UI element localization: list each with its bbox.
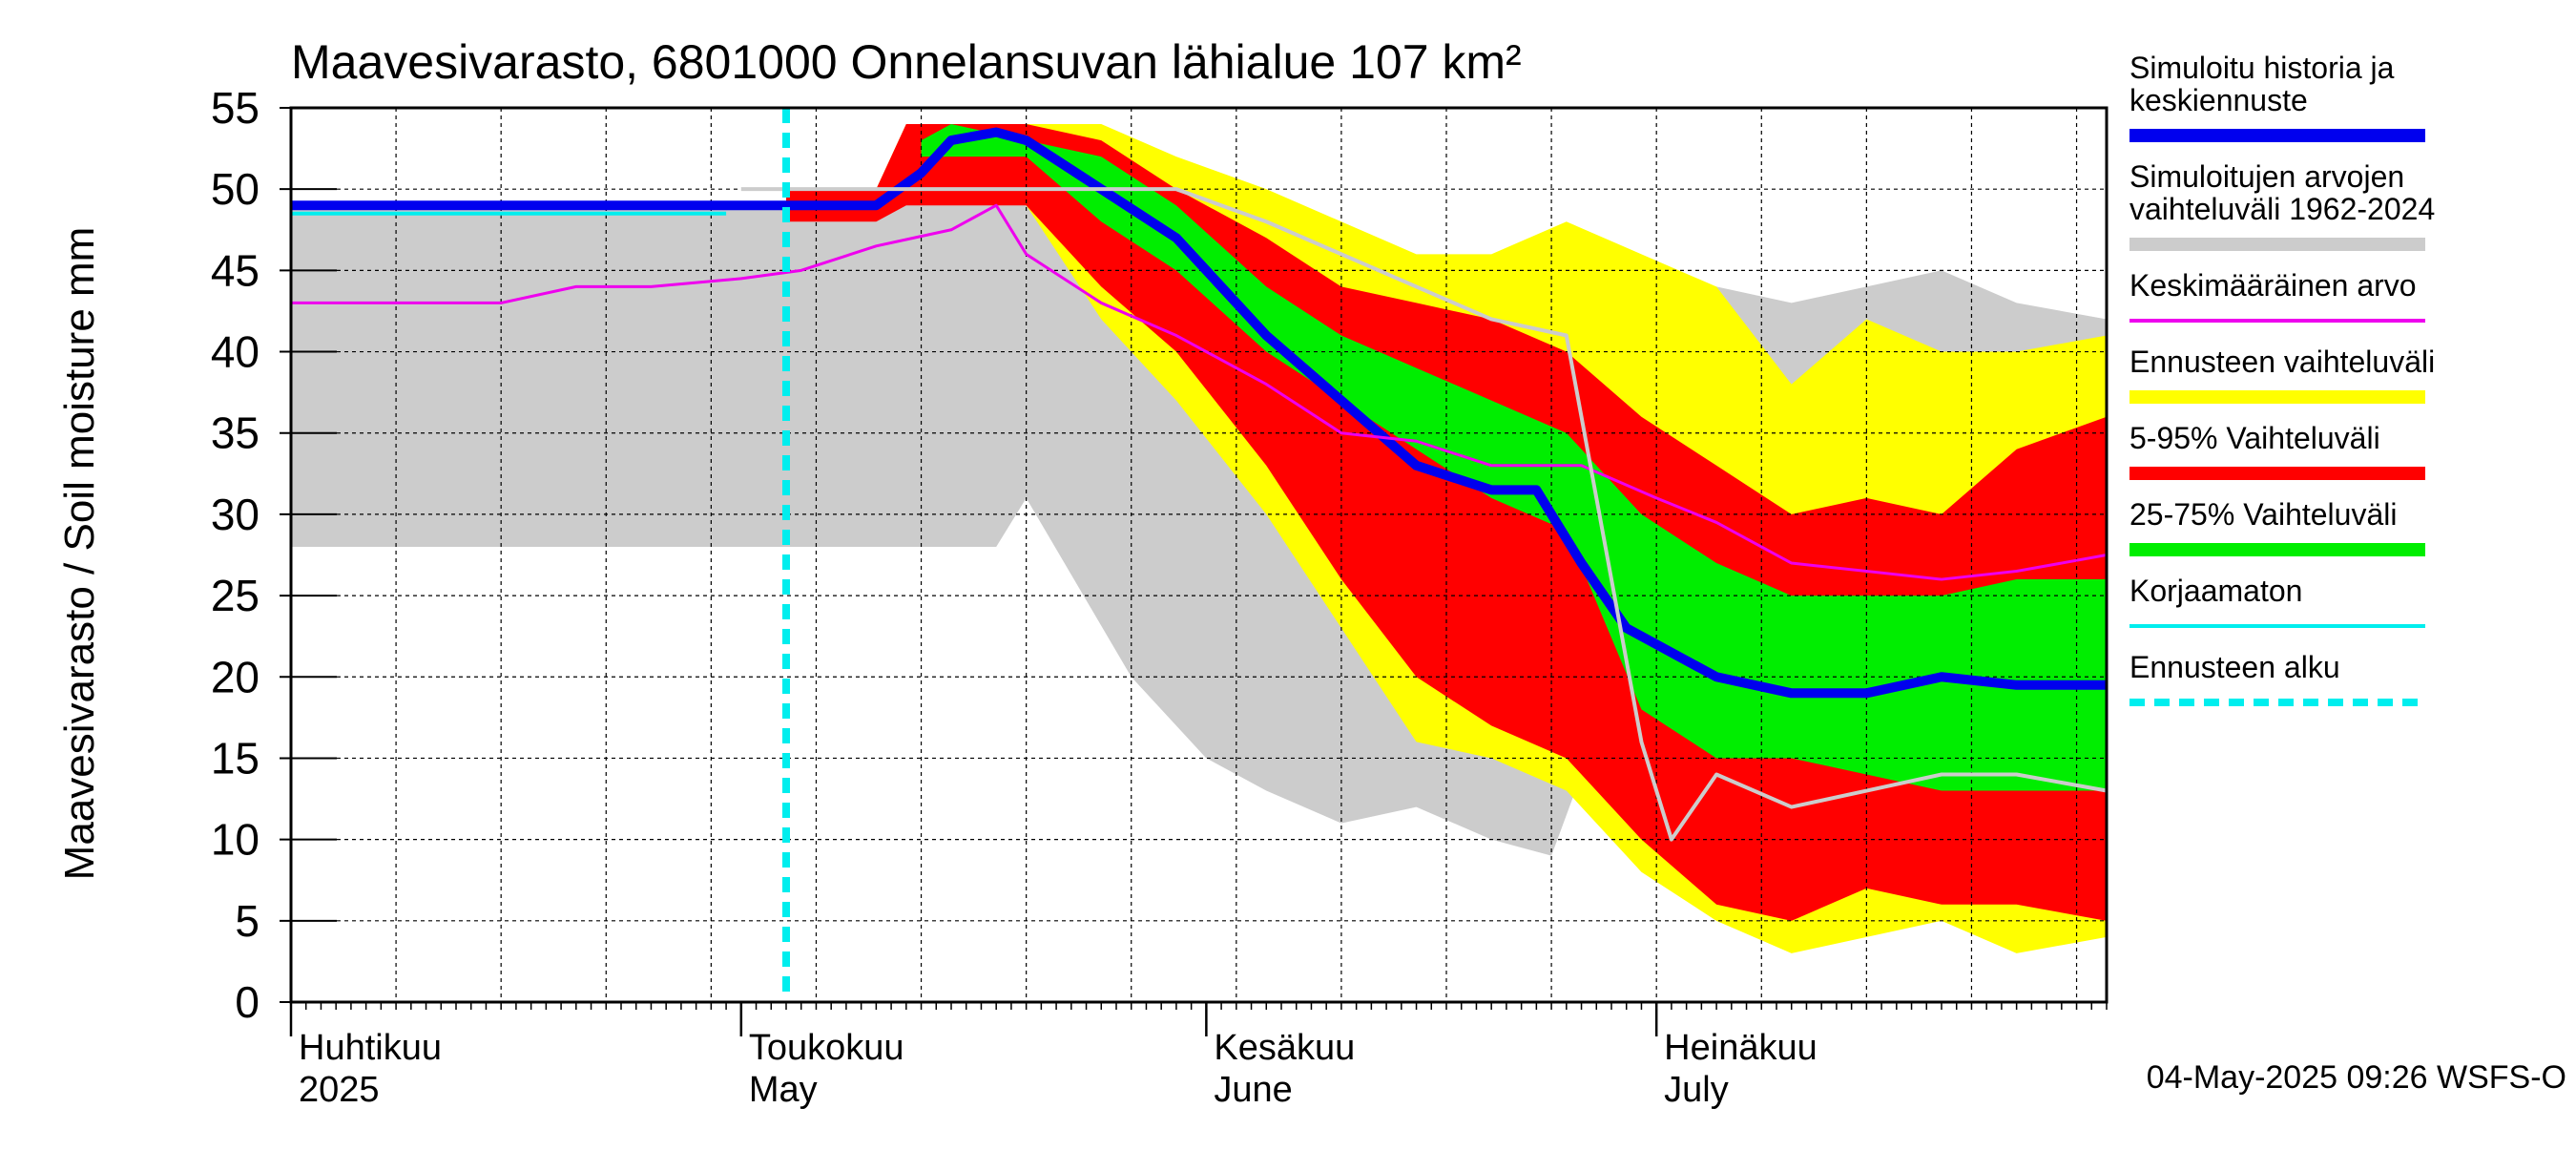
plot-frame <box>289 106 2109 1004</box>
y-tick-label: 25 <box>211 571 260 620</box>
y-tick-label: 55 <box>211 83 260 133</box>
y-tick-label: 15 <box>211 733 260 783</box>
y-tick-label: 20 <box>211 652 260 701</box>
x-month-sublabel: May <box>749 1070 818 1110</box>
legend-label-2: Keskimääräinen arvo <box>2129 268 2417 303</box>
y-tick-label: 30 <box>211 490 260 539</box>
legend-label-1: vaihteluväli 1962-2024 <box>2129 192 2435 226</box>
y-tick-label: 35 <box>211 408 260 458</box>
legend-label-0: keskiennuste <box>2129 83 2308 117</box>
y-tick-label: 45 <box>211 245 260 295</box>
x-month-label: Kesäkuu <box>1214 1028 1355 1068</box>
x-month-sublabel: 2025 <box>299 1070 380 1110</box>
lines-layer <box>291 108 2108 1002</box>
legend-label-6: Korjaamaton <box>2129 574 2302 608</box>
band-3 <box>921 124 2108 791</box>
legend-label-5: 25-75% Vaihteluväli <box>2129 497 2397 532</box>
legend-label-3: Ennusteen vaihteluväli <box>2129 345 2435 379</box>
series-line-3 <box>740 187 2108 842</box>
y-axis-label: Maavesivarasto / Soil moisture mm <box>56 227 103 881</box>
x-month-sublabel: June <box>1214 1070 1292 1110</box>
x-month-label: Toukokuu <box>749 1028 904 1068</box>
x-month-label: Heinäkuu <box>1664 1028 1818 1068</box>
y-tick-label: 10 <box>211 815 260 865</box>
legend-label-7: Ennusteen alku <box>2129 650 2340 684</box>
legend-label-0: Simuloitu historia ja <box>2129 51 2395 85</box>
timestamp-footer: 04-May-2025 09:26 WSFS-O <box>2147 1059 2566 1096</box>
y-tick-label: 5 <box>235 896 260 946</box>
x-month-label: Huhtikuu <box>299 1028 442 1068</box>
series-line-0 <box>291 127 2107 699</box>
series-line-1 <box>291 203 2108 581</box>
x-month-sublabel: July <box>1664 1070 1729 1110</box>
legend-label-1: Simuloitujen arvojen <box>2129 159 2404 194</box>
chart-title: Maavesivarasto, 6801000 Onnelansuvan läh… <box>291 35 1522 89</box>
y-tick-label: 0 <box>235 977 260 1027</box>
legend-label-4: 5-95% Vaihteluväli <box>2129 421 2380 455</box>
y-tick-label: 50 <box>211 164 260 214</box>
y-tick-label: 40 <box>211 327 260 377</box>
axis-layer: 0510152025303540455055Huhtikuu2025Toukok… <box>211 83 2109 1110</box>
grid-layer <box>291 108 2107 1002</box>
